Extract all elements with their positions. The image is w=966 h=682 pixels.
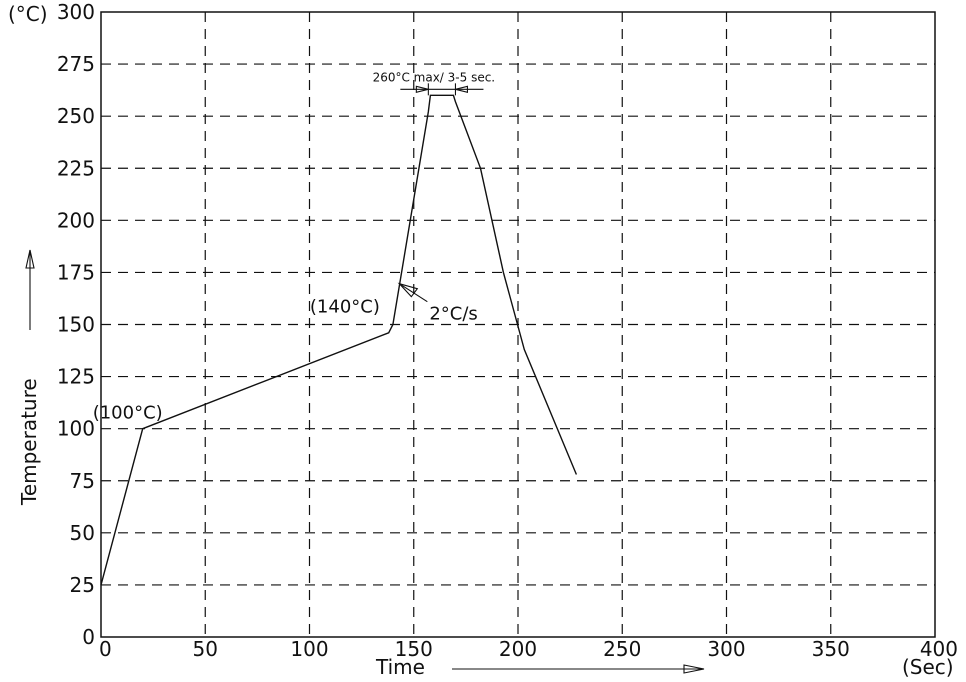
x-axis-arrow-head [683, 664, 705, 674]
annotations: (100°C) (140°C) 2°C/s 260°C max/ 3-5 sec. [93, 70, 495, 423]
y-tick-label-100: 100 [57, 417, 95, 441]
x-tick-label-100: 100 [290, 637, 328, 661]
y-tick-label-125: 125 [57, 365, 95, 389]
x-tick-label-400: 400 [920, 637, 958, 661]
y-tick-label-300: 300 [57, 0, 95, 24]
rate-pointer-head [397, 282, 419, 298]
rate-pointer-line [399, 283, 428, 303]
annotation-100c: (100°C) [93, 403, 163, 424]
y-tick-label-200: 200 [57, 208, 95, 232]
y-tick-label-250: 250 [57, 104, 95, 128]
y-axis-label: Temperature [17, 378, 41, 506]
y-tick-label-75: 75 [70, 469, 95, 493]
annotation-peak: 260°C max/ 3-5 sec. [373, 70, 496, 84]
y-tick-labels: 0 25 50 75 100 125 150 175 200 225 250 275 300 [57, 0, 95, 649]
x-tick-labels: 0 50 100 150 200 250 300 350 400 [99, 637, 958, 661]
plot-frame [100, 11, 936, 638]
y-tick-label-225: 225 [57, 156, 95, 180]
y-axis-title-group: Temperature [17, 249, 41, 506]
y-tick-label-25: 25 [70, 573, 95, 597]
y-tick-label-0: 0 [82, 625, 95, 649]
x-tick-label-300: 300 [707, 637, 745, 661]
x-tick-label-0: 0 [99, 637, 112, 661]
x-axis-title-group: Time [375, 655, 705, 679]
annotation-140c: (140°C) [310, 297, 380, 318]
x-unit-label: (Sec) [902, 655, 954, 679]
x-tick-label-150: 150 [395, 637, 433, 661]
y-tick-label-150: 150 [57, 313, 95, 337]
peak-arrow-right [455, 85, 468, 94]
y-tick-label-275: 275 [57, 52, 95, 76]
peak-arrow-left [415, 85, 429, 94]
x-tick-label-250: 250 [603, 637, 641, 661]
x-tick-label-200: 200 [499, 637, 537, 661]
y-tick-label-175: 175 [57, 260, 95, 284]
x-tick-label-50: 50 [193, 637, 218, 661]
y-tick-label-50: 50 [70, 521, 95, 545]
x-axis-label: Time [375, 655, 425, 679]
y-unit-label: (°C) [8, 2, 48, 26]
temperature-profile-line [100, 94, 578, 586]
annotation-rate: 2°C/s [429, 304, 477, 325]
y-axis-arrow-head [25, 249, 35, 269]
x-tick-label-350: 350 [812, 637, 850, 661]
